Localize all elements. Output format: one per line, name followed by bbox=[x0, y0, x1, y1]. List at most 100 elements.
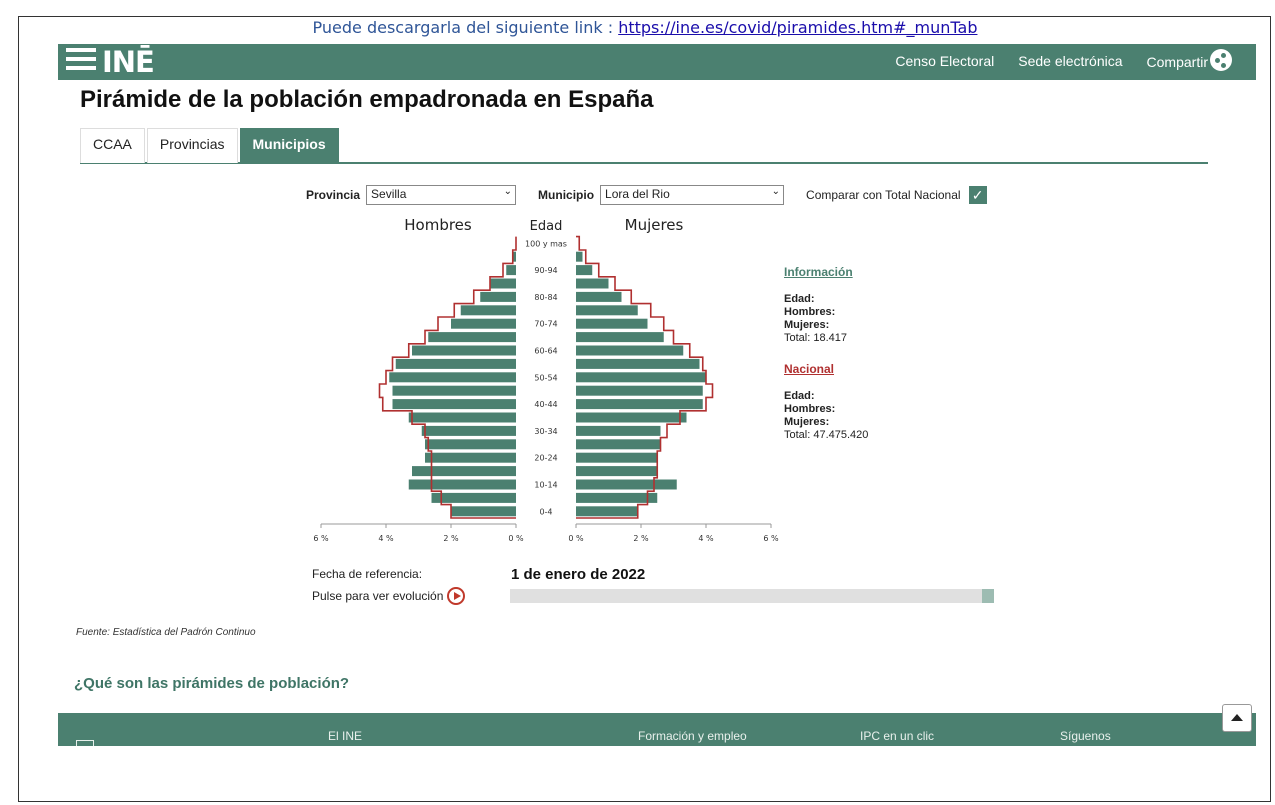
bar-hombres bbox=[392, 385, 516, 396]
tick-label-left: 0 % bbox=[508, 534, 524, 543]
nacional-hombres: Hombres: bbox=[784, 403, 836, 415]
ine-logo[interactable]: INĒ bbox=[102, 45, 155, 79]
bar-mujeres bbox=[576, 291, 622, 302]
chevron-down-icon: ⌄ bbox=[771, 186, 781, 197]
pyramid-header-right: Mujeres bbox=[625, 216, 684, 234]
mail-icon bbox=[76, 740, 94, 746]
provincia-label: Provincia bbox=[306, 188, 361, 202]
age-label: 100 y mas bbox=[525, 239, 567, 248]
bar-mujeres bbox=[576, 412, 687, 423]
bar-mujeres bbox=[576, 385, 703, 396]
sede-electronica-link[interactable]: Sede electrónica bbox=[1018, 53, 1123, 69]
age-label: 20-24 bbox=[534, 454, 557, 463]
bar-mujeres bbox=[576, 439, 661, 450]
que-son-link[interactable]: ¿Qué son las pirámides de población? bbox=[74, 675, 350, 692]
bar-mujeres bbox=[576, 399, 703, 410]
comparar-checkbox[interactable]: ✓ bbox=[968, 186, 987, 204]
compartir-button[interactable]: Compartir bbox=[1146, 49, 1232, 71]
provincia-select[interactable]: Sevilla ⌄ bbox=[366, 185, 517, 205]
info-panel: Información Edad: Hombres: Mujeres: Tota… bbox=[784, 266, 868, 442]
bar-hombres bbox=[460, 305, 516, 316]
footer-el-ine[interactable]: El INE bbox=[328, 729, 363, 743]
bar-mujeres bbox=[576, 492, 658, 503]
bar-hombres bbox=[425, 439, 516, 450]
tab-municipios[interactable]: Municipios bbox=[239, 128, 339, 163]
bar-hombres bbox=[428, 332, 516, 343]
bar-mujeres bbox=[576, 372, 706, 383]
tick-label-right: 4 % bbox=[698, 534, 714, 543]
bar-hombres bbox=[451, 318, 516, 329]
bar-mujeres bbox=[576, 251, 583, 262]
bar-mujeres bbox=[576, 305, 638, 316]
age-label: 40-44 bbox=[534, 400, 557, 409]
tick-label-left: 6 % bbox=[313, 534, 329, 543]
nacional-total: Total: 47.475.420 bbox=[784, 429, 869, 441]
download-caption: Puede descargarla del siguiente link : h… bbox=[0, 18, 1275, 37]
tick-label-right: 0 % bbox=[568, 534, 584, 543]
age-label: 60-64 bbox=[534, 347, 557, 356]
bar-hombres bbox=[490, 278, 516, 289]
check-icon: ✓ bbox=[971, 186, 984, 203]
bar-hombres bbox=[512, 251, 516, 262]
evolution-slider[interactable] bbox=[510, 589, 994, 603]
slide-frame bbox=[18, 16, 1271, 802]
age-label: 70-74 bbox=[534, 320, 557, 329]
footer: El INE Formación y empleo IPC en un clic… bbox=[58, 713, 1256, 746]
fuente-note: Fuente: Estadística del Padrón Continuo bbox=[76, 627, 256, 638]
bar-mujeres bbox=[576, 318, 648, 329]
fecha-label: Fecha de referencia: bbox=[312, 567, 423, 581]
municipio-label: Municipio bbox=[538, 188, 595, 202]
comparar-label: Comparar con Total Nacional bbox=[806, 188, 961, 202]
bar-mujeres bbox=[576, 466, 658, 477]
tab-ccaa[interactable]: CCAA bbox=[80, 128, 145, 163]
tick-label-right: 6 % bbox=[763, 534, 779, 543]
tab-provincias[interactable]: Provincias bbox=[146, 128, 238, 163]
scroll-top-button[interactable] bbox=[1222, 704, 1252, 732]
pulse-label: Pulse para ver evolución bbox=[312, 589, 444, 603]
bar-hombres bbox=[395, 358, 516, 369]
nacional-edad: Edad: bbox=[784, 390, 815, 402]
pulse-row: Pulse para ver evolución bbox=[312, 587, 466, 605]
play-icon[interactable] bbox=[447, 587, 466, 605]
tab-bar: CCAA Provincias Municipios bbox=[80, 128, 1208, 164]
municipio-select[interactable]: Lora del Rio ⌄ bbox=[600, 185, 785, 205]
footer-ipc[interactable]: IPC en un clic bbox=[860, 729, 935, 743]
municipio-value: Lora del Rio bbox=[605, 187, 670, 201]
footer-formacion[interactable]: Formación y empleo bbox=[638, 729, 747, 743]
fecha-value: 1 de enero de 2022 bbox=[511, 566, 646, 583]
informacion-heading: Información bbox=[784, 265, 853, 279]
info-edad: Edad: bbox=[784, 293, 815, 305]
browser-screenshot: INĒ Censo Electoral Sede electrónica Com… bbox=[58, 44, 1256, 746]
pyramid-header-center: Edad bbox=[530, 219, 563, 234]
slider-handle[interactable] bbox=[982, 589, 994, 603]
info-mujeres: Mujeres: bbox=[784, 319, 830, 331]
population-pyramid-chart: Hombres Edad Mujeres 0-4 10-14 20-24 30-34 40-4… bbox=[313, 216, 779, 543]
nacional-heading: Nacional bbox=[784, 362, 835, 376]
pyramid-header-left: Hombres bbox=[404, 216, 472, 234]
provincia-value: Sevilla bbox=[371, 187, 407, 201]
footer-siguenos[interactable]: Síguenos bbox=[1060, 729, 1111, 743]
age-label: 10-14 bbox=[534, 481, 557, 490]
bar-hombres bbox=[408, 412, 516, 423]
filter-controls: Provincia Sevilla ⌄ Municipio Lora del R… bbox=[306, 185, 987, 205]
age-label: 0-4 bbox=[539, 507, 552, 516]
bar-mujeres bbox=[576, 452, 658, 463]
tick-label-left: 4 % bbox=[378, 534, 394, 543]
menu-icon[interactable] bbox=[66, 48, 96, 74]
compartir-label: Compartir bbox=[1146, 54, 1208, 70]
bar-hombres bbox=[506, 265, 516, 276]
bar-mujeres bbox=[576, 425, 661, 436]
nacional-outline-mujeres bbox=[576, 235, 714, 519]
tick-label-right: 2 % bbox=[633, 534, 649, 543]
bar-mujeres bbox=[576, 506, 638, 517]
censo-electoral-link[interactable]: Censo Electoral bbox=[895, 53, 995, 69]
bar-hombres bbox=[451, 506, 516, 517]
caption-text: Puede descargarla del siguiente link : bbox=[312, 18, 619, 37]
bar-hombres bbox=[408, 479, 516, 490]
nacional-mujeres: Mujeres: bbox=[784, 416, 830, 428]
bar-hombres bbox=[412, 345, 516, 356]
bar-mujeres bbox=[576, 332, 664, 343]
nacional-outline-hombres bbox=[378, 236, 517, 519]
download-link[interactable]: https://ine.es/covid/piramides.htm#_munT… bbox=[618, 18, 978, 37]
bar-hombres bbox=[389, 372, 516, 383]
